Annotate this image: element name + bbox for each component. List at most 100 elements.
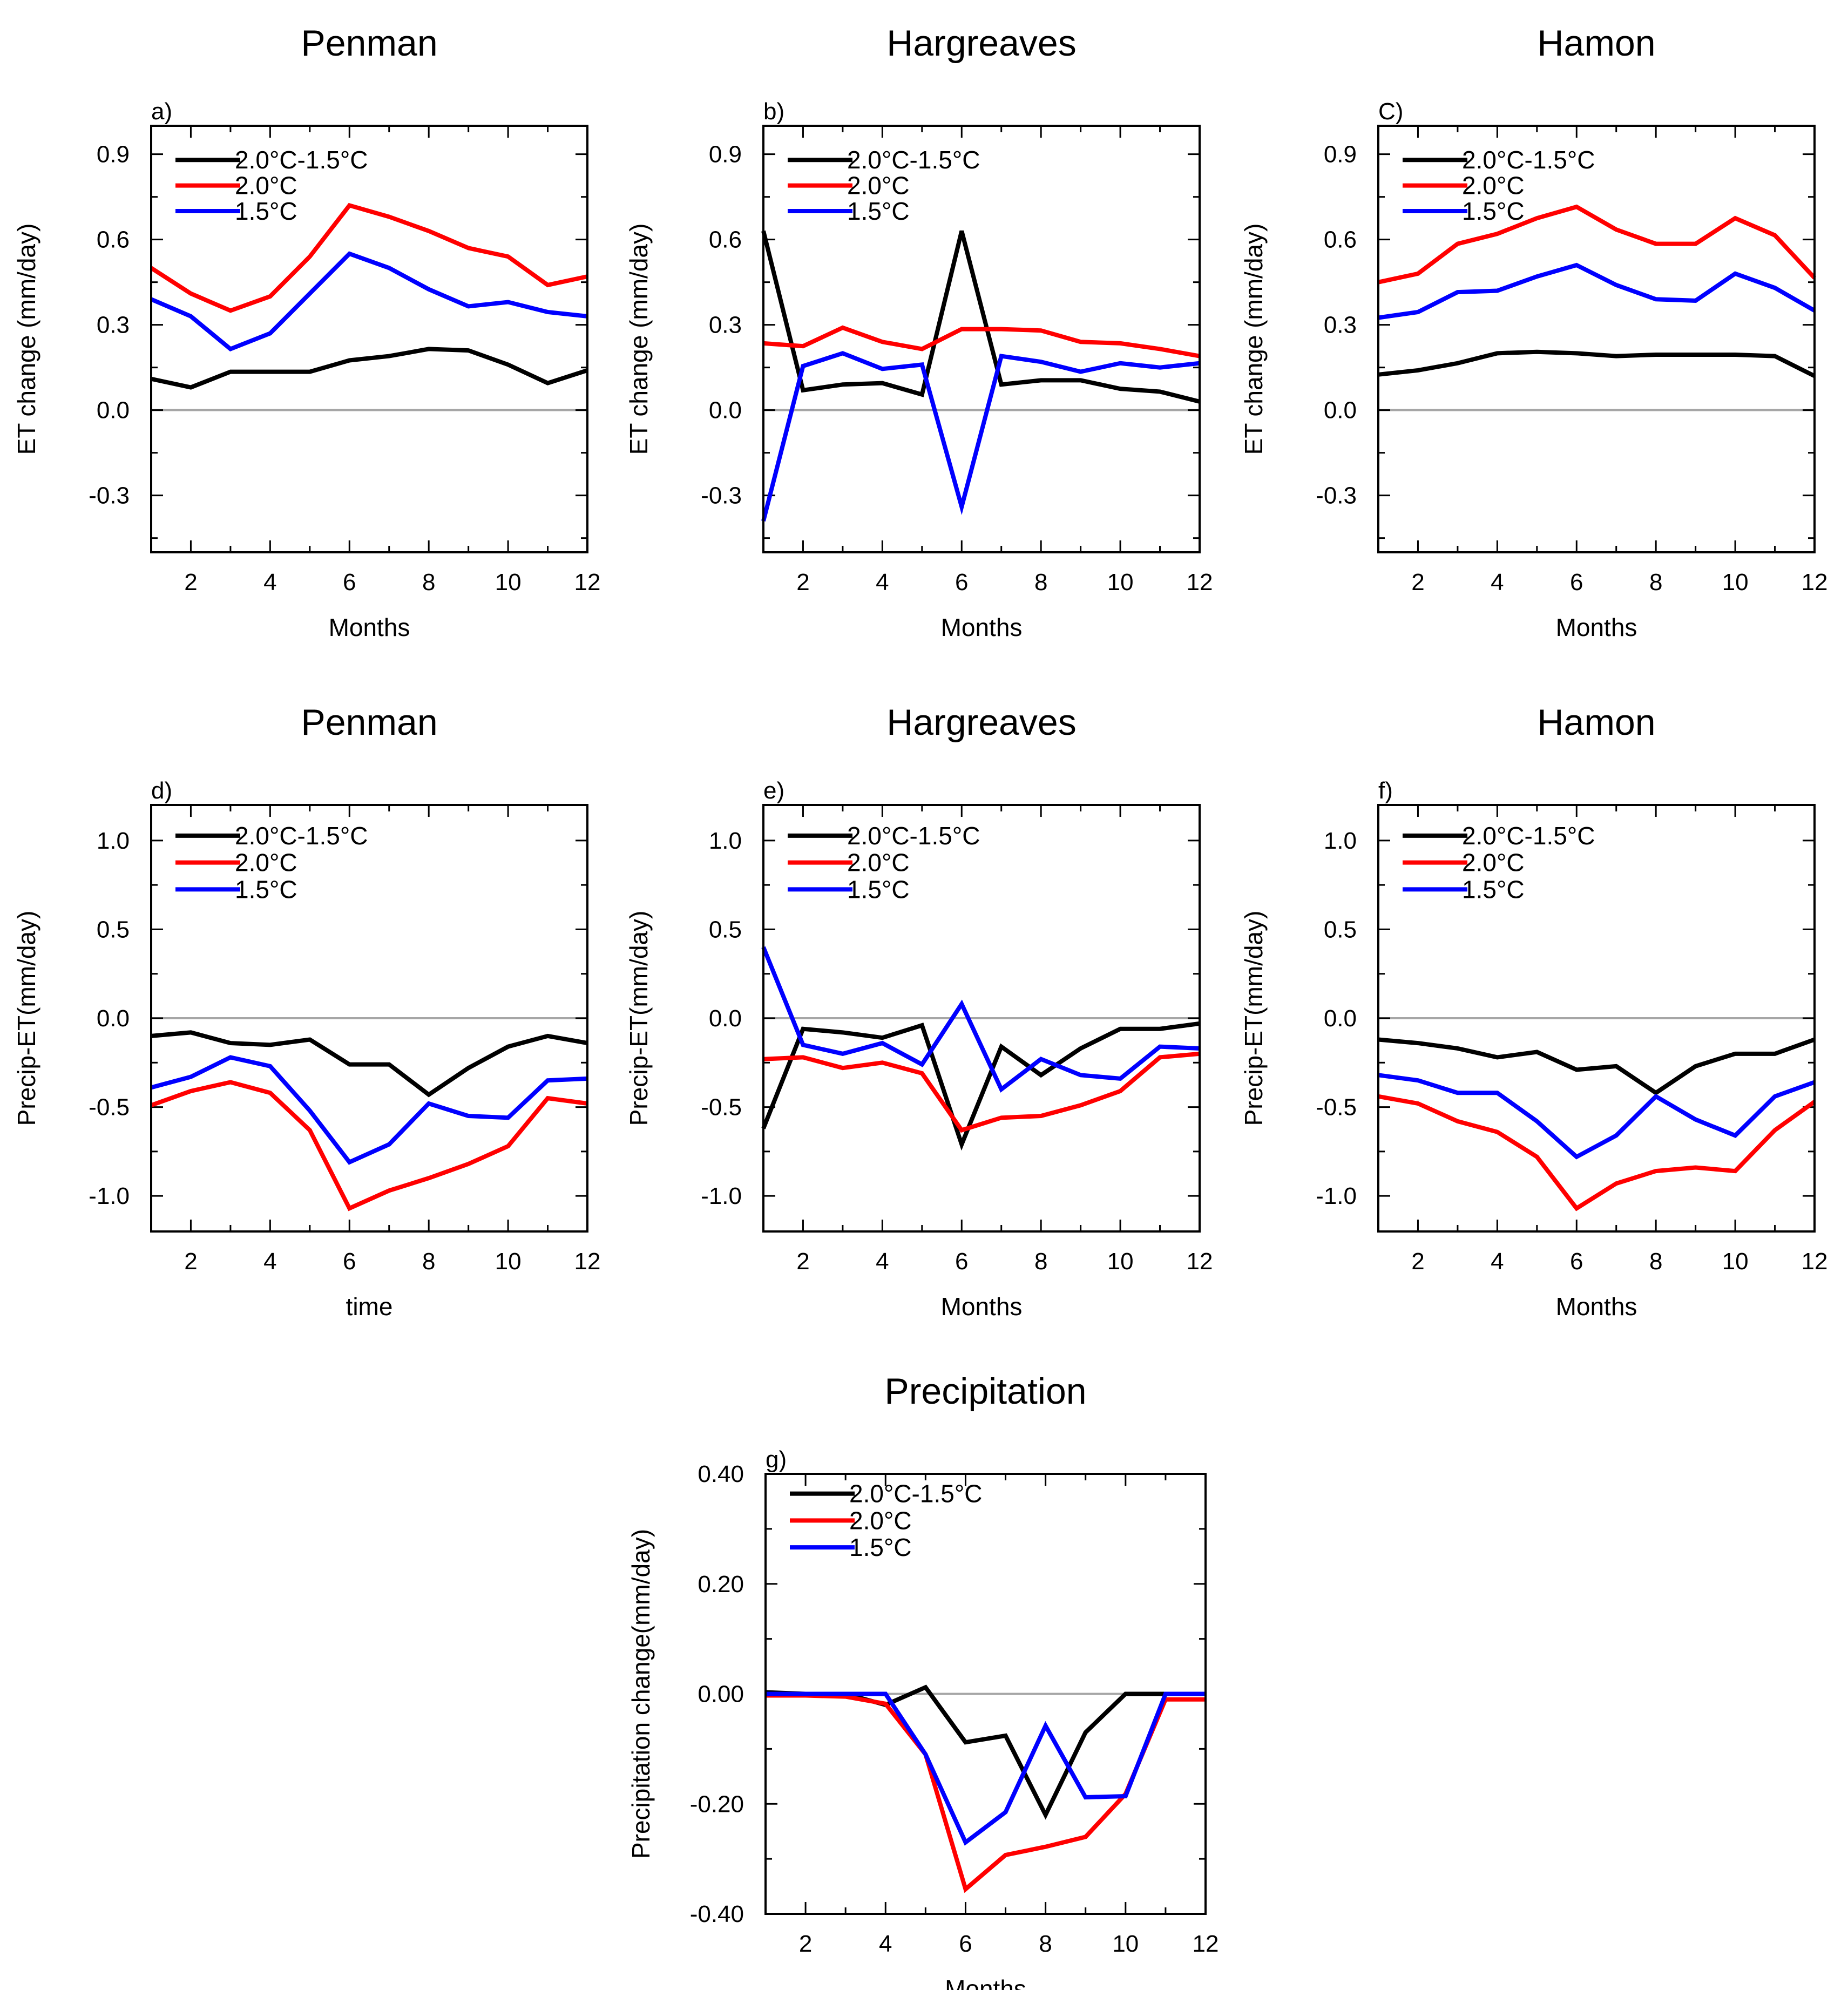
legend-entry: 2.0°C-1.5°C — [1462, 822, 1595, 850]
x-tick-label: 6 — [959, 1931, 972, 1957]
x-tick-label: 12 — [1193, 1931, 1219, 1957]
x-axis-label: time — [346, 1292, 393, 1321]
series-line — [761, 946, 1200, 1093]
y-tick-label: -0.3 — [701, 483, 742, 509]
x-tick-label: 10 — [1722, 1248, 1749, 1275]
x-tick-label: 6 — [1570, 569, 1583, 595]
x-tick-label: 12 — [1187, 569, 1213, 595]
x-tick-label: 12 — [1802, 1248, 1828, 1275]
y-tick-label: -0.20 — [690, 1791, 744, 1817]
x-tick-label: 6 — [343, 1248, 356, 1275]
x-tick-label: 4 — [879, 1931, 892, 1957]
panel-title: Precipitation — [884, 1371, 1086, 1412]
y-tick-label: 0.0 — [709, 397, 742, 424]
x-tick-label: 4 — [876, 1248, 889, 1275]
y-tick-label: 1.0 — [709, 828, 742, 854]
panel-label: b) — [763, 98, 784, 125]
y-tick-label: -1.0 — [701, 1183, 742, 1209]
y-tick-label: -0.5 — [1316, 1094, 1357, 1121]
x-tick-label: 2 — [796, 569, 809, 595]
y-tick-label: 0.3 — [97, 312, 130, 339]
panel-title: Hargreaves — [886, 23, 1077, 64]
x-tick-label: 8 — [1649, 1248, 1662, 1275]
series-line — [765, 1684, 1206, 1820]
panel-label: a) — [151, 98, 172, 125]
plot-frame — [762, 125, 1201, 553]
series-line — [766, 1693, 1206, 1893]
y-axis-label: Precipitation change(mm/day) — [627, 1529, 655, 1859]
series-line — [761, 1021, 1200, 1151]
y-tick-label: 1.0 — [1324, 828, 1357, 854]
series-line — [761, 230, 1200, 404]
x-tick-label: 2 — [1411, 1248, 1424, 1275]
panel-c: Hamon C) 2 4 6 8 10 12 0.9 0.6 0.3 0.0 -0.3 Months ET … — [1240, 23, 1827, 641]
series-line — [151, 347, 588, 390]
y-tick-label: 0.6 — [709, 227, 742, 253]
legend-entry: 1.5°C — [849, 1533, 912, 1561]
x-axis-label: Months — [941, 613, 1023, 641]
y-tick-label: -0.40 — [690, 1901, 744, 1927]
x-axis-label: Months — [1556, 613, 1637, 641]
y-tick-label: 0.5 — [709, 916, 742, 943]
legend-entry: 1.5°C — [235, 197, 297, 225]
legend-entry: 2.0°C-1.5°C — [847, 146, 980, 174]
series-line — [761, 351, 1200, 522]
legend-entry: 1.5°C — [847, 197, 910, 225]
y-tick-label: 0.0 — [1324, 397, 1357, 424]
panel-a: Penman a) 2 4 6 8 10 12 0.9 0.6 0.3 0.0 -0.3 Months ET… — [12, 23, 600, 641]
x-tick-label: 4 — [1491, 1248, 1504, 1275]
legend-entry: 2.0°C — [1462, 849, 1525, 877]
legend-entry: 2.0°C — [235, 172, 297, 200]
panel-title: Penman — [301, 702, 437, 743]
x-tick-label: 10 — [1107, 569, 1134, 595]
x-tick-label: 12 — [1187, 1248, 1213, 1275]
series-line — [151, 1030, 588, 1098]
series-line — [763, 325, 1200, 358]
panel-label: g) — [766, 1446, 787, 1473]
y-tick-label: 0.9 — [97, 141, 130, 168]
legend-entry: 1.5°C — [1462, 875, 1525, 903]
x-tick-label: 10 — [1107, 1248, 1134, 1275]
y-tick-label: 0.0 — [709, 1005, 742, 1032]
y-tick-label: 0.9 — [709, 141, 742, 168]
legend-entry: 2.0°C-1.5°C — [235, 146, 368, 174]
panel-title: Penman — [301, 23, 437, 64]
y-tick-label: -1.0 — [89, 1183, 130, 1209]
y-tick-label: 0.9 — [1324, 141, 1357, 168]
y-tick-label: 1.0 — [97, 828, 130, 854]
y-tick-label: -1.0 — [1316, 1183, 1357, 1209]
x-tick-label: 2 — [799, 1931, 812, 1957]
y-tick-label: 0.3 — [709, 312, 742, 339]
series-line — [1378, 1037, 1816, 1096]
panel-label: C) — [1378, 98, 1403, 125]
x-tick-label: 6 — [955, 569, 968, 595]
x-tick-label: 6 — [343, 569, 356, 595]
x-tick-label: 10 — [495, 1248, 522, 1275]
y-tick-label: 0.0 — [1324, 1005, 1357, 1032]
legend-entry: 1.5°C — [235, 875, 297, 903]
plot-frame — [150, 125, 588, 553]
panel-label: f) — [1378, 777, 1393, 804]
x-axis-label: Months — [945, 1975, 1026, 1990]
y-axis-label: Precip-ET(mm/day) — [12, 911, 40, 1126]
plot-frame — [150, 804, 588, 1233]
x-tick-label: 8 — [1039, 1931, 1052, 1957]
x-tick-label: 8 — [1034, 1248, 1047, 1275]
x-tick-label: 2 — [184, 1248, 197, 1275]
legend-entry: 2.0°C — [847, 849, 910, 877]
x-tick-label: 12 — [1802, 569, 1828, 595]
plot-frame — [764, 1473, 1207, 1915]
legend-entry: 2.0°C-1.5°C — [235, 822, 368, 850]
y-axis-label: Precip-ET(mm/day) — [625, 911, 653, 1126]
y-tick-label: 0.20 — [698, 1571, 744, 1598]
x-tick-label: 6 — [955, 1248, 968, 1275]
x-tick-label: 12 — [574, 569, 601, 595]
y-tick-label: 0.0 — [97, 1005, 130, 1032]
legend-entry: 2.0°C — [1462, 172, 1525, 200]
series-line — [150, 251, 588, 352]
y-tick-label: -0.5 — [701, 1094, 742, 1121]
legend-entry: 2.0°C-1.5°C — [847, 822, 980, 850]
y-tick-label: 0.5 — [97, 916, 130, 943]
series-line — [150, 1055, 588, 1165]
